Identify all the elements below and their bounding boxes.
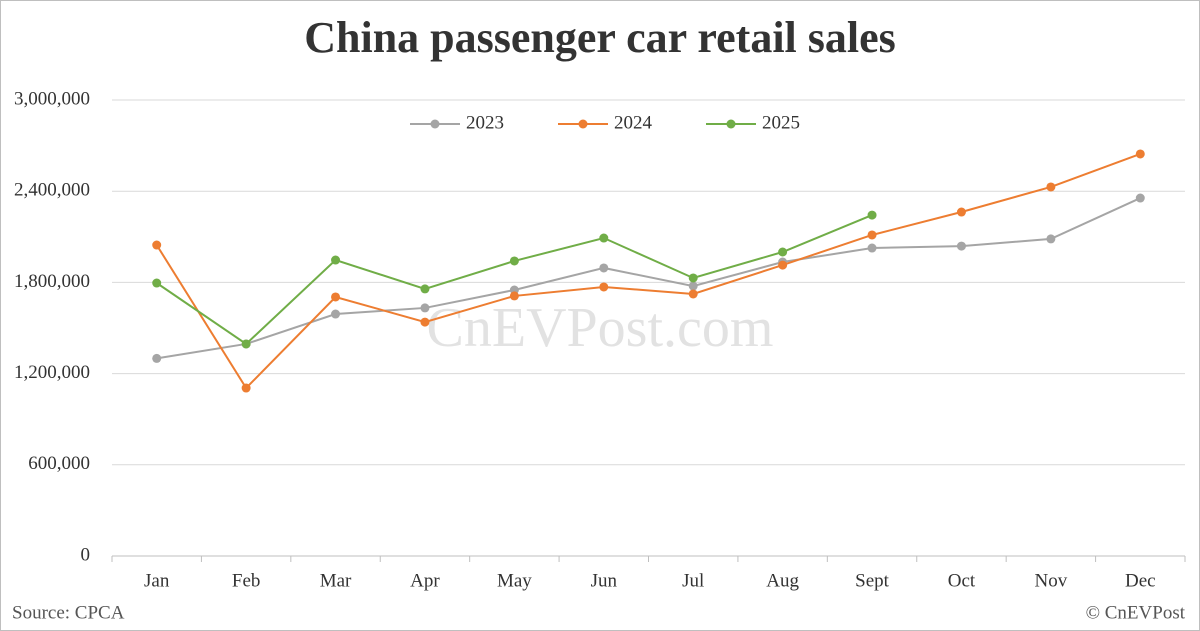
data-point bbox=[1135, 193, 1145, 203]
x-tick-label: Oct bbox=[948, 570, 976, 591]
x-tick-label: Aug bbox=[766, 570, 799, 591]
data-point bbox=[331, 292, 341, 302]
data-point bbox=[956, 207, 966, 217]
x-tick-label: Jul bbox=[682, 570, 704, 591]
data-point bbox=[420, 317, 430, 327]
data-point bbox=[867, 243, 877, 253]
y-tick-label: 1,800,000 bbox=[14, 271, 90, 292]
data-point bbox=[241, 339, 251, 349]
data-point bbox=[778, 260, 788, 270]
data-point bbox=[688, 289, 698, 299]
x-tick-label: Sept bbox=[855, 570, 890, 591]
data-point bbox=[688, 273, 698, 283]
chart-title: China passenger car retail sales bbox=[304, 13, 896, 62]
legend-marker bbox=[578, 119, 588, 129]
data-point bbox=[956, 241, 966, 251]
legend-marker bbox=[726, 119, 736, 129]
x-tick-label: Feb bbox=[232, 570, 261, 591]
legend-label: 2024 bbox=[614, 112, 653, 133]
data-point bbox=[599, 233, 609, 243]
series-line bbox=[156, 197, 1141, 360]
legend-marker bbox=[430, 119, 440, 129]
series-line bbox=[155, 153, 1141, 390]
x-tick-label: Mar bbox=[320, 570, 352, 591]
y-tick-label: 2,400,000 bbox=[14, 180, 90, 201]
data-point bbox=[152, 353, 162, 363]
watermark: CnEVPost.com bbox=[427, 297, 774, 359]
y-tick-label: 600,000 bbox=[28, 453, 90, 474]
data-point bbox=[1046, 182, 1056, 192]
data-point bbox=[152, 240, 162, 250]
data-point bbox=[688, 281, 698, 291]
x-tick-label: Jun bbox=[591, 570, 618, 591]
data-point bbox=[331, 255, 341, 265]
y-tick-label: 0 bbox=[81, 544, 91, 565]
data-point bbox=[241, 383, 251, 393]
data-point bbox=[1046, 234, 1056, 244]
data-point bbox=[420, 284, 430, 294]
x-tick-label: Jan bbox=[144, 570, 170, 591]
data-point bbox=[867, 210, 877, 220]
data-point bbox=[331, 309, 341, 319]
data-point bbox=[599, 263, 609, 273]
x-tick-label: May bbox=[497, 570, 532, 591]
source: Source: CPCA bbox=[12, 602, 125, 623]
y-tick-label: 3,000,000 bbox=[14, 88, 90, 109]
data-point bbox=[1135, 149, 1145, 159]
data-point bbox=[778, 247, 788, 257]
data-point bbox=[599, 282, 609, 292]
y-tick-label: 1,200,000 bbox=[14, 362, 90, 383]
data-point bbox=[509, 256, 519, 266]
x-tick-label: Apr bbox=[410, 570, 440, 591]
legend-label: 2025 bbox=[762, 112, 800, 133]
credit: © CnEVPost bbox=[1086, 602, 1186, 623]
data-point bbox=[420, 303, 430, 313]
data-point bbox=[509, 291, 519, 301]
data-point bbox=[867, 230, 877, 240]
x-tick-label: Dec bbox=[1125, 570, 1156, 591]
x-tick-label: Nov bbox=[1035, 570, 1068, 591]
legend-label: 2023 bbox=[466, 112, 504, 133]
data-point bbox=[152, 278, 162, 288]
